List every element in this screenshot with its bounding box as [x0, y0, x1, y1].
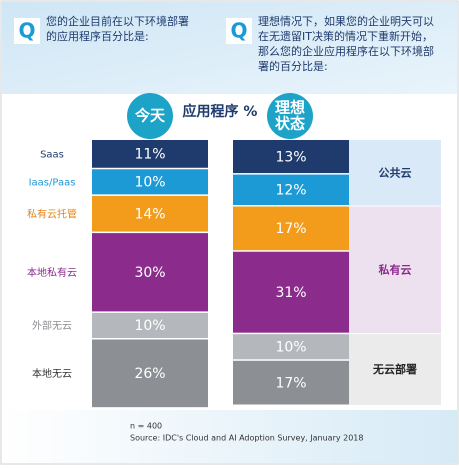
q-label: Q [18, 19, 35, 43]
segment [233, 140, 349, 174]
segment [92, 312, 208, 338]
header-bg [2, 2, 457, 94]
segment [92, 233, 208, 312]
segment [92, 140, 208, 168]
value-label: 17% [275, 375, 306, 391]
series-name: 理想 [275, 99, 305, 117]
category-label: 本地私有云 [27, 266, 77, 279]
group-label: 无云部署 [372, 362, 417, 376]
segment [92, 169, 208, 195]
value-label: 10% [134, 318, 165, 334]
question-text: 您的企业目前在以下环境部署 [46, 14, 189, 28]
value-label: 12% [275, 183, 306, 199]
series-name: 状态 [275, 115, 305, 133]
segment [92, 339, 208, 408]
question-text: 署的百分比是: [258, 59, 328, 73]
value-label: 17% [275, 221, 306, 237]
q-box [226, 18, 252, 44]
column-badge [267, 93, 313, 139]
value-label: 26% [134, 366, 165, 382]
segment [233, 174, 349, 205]
group-bg [349, 140, 441, 206]
group-label: 私有云 [379, 262, 412, 276]
note: n = 400 [130, 422, 162, 431]
column-badge [127, 93, 173, 139]
category-label: 私有云托管 [27, 207, 77, 220]
value-label: 10% [275, 339, 306, 355]
value-label: 14% [134, 206, 165, 222]
group-bg [349, 334, 441, 405]
question-text: 那么您的企业应用程序在以下环境部 [258, 44, 434, 58]
q-box [14, 18, 40, 44]
segment [233, 206, 349, 251]
question-text: 在无遗留IT决策的情况下重新开始， [258, 29, 433, 43]
category-label: 本地无云 [32, 367, 72, 380]
q-label: Q [230, 19, 247, 43]
category-label: Iaas/Paas [29, 178, 76, 189]
footer-bg [2, 410, 457, 463]
segment [92, 195, 208, 232]
group-label: 公共云 [379, 165, 412, 179]
note: Source: IDC's Cloud and AI Adoption Surv… [130, 434, 364, 443]
segment [233, 334, 349, 360]
value-label: 11% [134, 147, 165, 163]
question-text: 的应用程序百分比是: [46, 29, 149, 43]
value-label: 31% [275, 285, 306, 301]
category-label: Saas [40, 150, 64, 161]
category-label: 外部无云 [32, 319, 72, 332]
value-label: 13% [275, 149, 306, 165]
value-label: 10% [134, 175, 165, 191]
series-name: 今天 [134, 107, 166, 125]
segment [233, 251, 349, 333]
group-bg [349, 206, 441, 334]
value-label: 30% [134, 265, 165, 281]
center-label: 应用程序 % [183, 103, 258, 120]
question-text: 理想情况下，如果您的企业明天可以 [258, 14, 434, 28]
segment [233, 360, 349, 405]
